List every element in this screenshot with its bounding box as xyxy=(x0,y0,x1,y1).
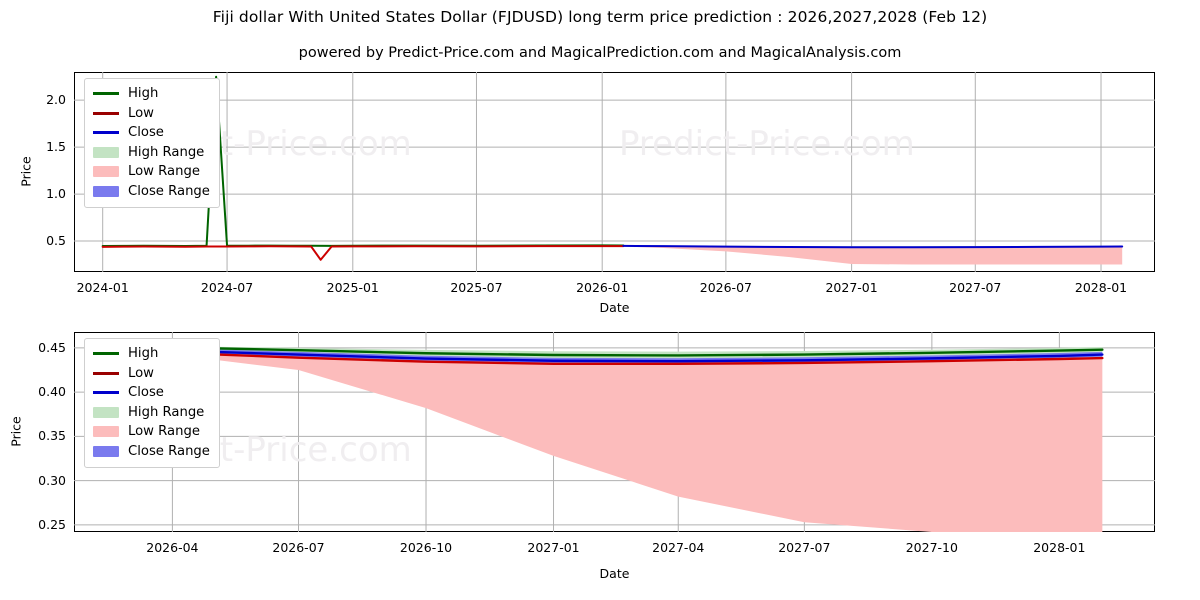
bottom-y-tick-label: 0.40 xyxy=(38,384,66,400)
top-x-tick-label: 2028-01 xyxy=(1074,280,1128,295)
bottom-plot-series xyxy=(89,346,1104,532)
bottom-x-tick-label: 2028-01 xyxy=(1033,540,1086,555)
bottom-x-tick-label: 2026-10 xyxy=(399,540,453,555)
top-price-panel: Predict-Price.com Predict-Price.com xyxy=(74,72,1155,272)
top-y-tick-label: 1.0 xyxy=(46,186,66,202)
bottom-x-tick-label: 2026-07 xyxy=(272,540,325,555)
bottom-legend: High Low Close High Range Low Range Close Ran… xyxy=(84,338,220,468)
top-band-low-range xyxy=(623,246,1123,265)
bottom-legend-label: Low xyxy=(128,365,154,381)
bottom-legend-swatch-icon xyxy=(93,371,119,375)
top-gridlines xyxy=(74,72,1155,272)
top-legend-label: High xyxy=(128,86,159,102)
bottom-legend-swatch-icon xyxy=(93,352,119,356)
bottom-legend-item-high-range: High Range xyxy=(93,403,210,423)
bottom-y-tick-label: 0.25 xyxy=(38,516,66,532)
top-legend-label: High Range xyxy=(128,144,205,160)
bottom-axes-frame xyxy=(74,332,1155,532)
bottom-x-tick-label: 2027-10 xyxy=(905,540,958,555)
bottom-line-high xyxy=(89,346,1104,357)
page-title: Fiji dollar With United States Dollar (F… xyxy=(212,8,988,26)
bottom-y-tick-label: 0.45 xyxy=(38,339,66,355)
bottom-forecast-panel: Predict-Price.com Predict-Price.com xyxy=(74,332,1155,532)
top-legend-label: Close Range xyxy=(128,183,210,199)
top-x-tick-label: 2026-01 xyxy=(576,280,629,295)
top-x-tick-label: 2027-07 xyxy=(949,280,1002,295)
top-x-tick-label: 2024-07 xyxy=(200,280,254,295)
bottom-x-tick-label: 2027-04 xyxy=(652,540,705,555)
top-legend-swatch-icon xyxy=(93,166,119,178)
top-legend-label: Low Range xyxy=(128,164,200,180)
bottom-legend-label: High Range xyxy=(128,404,205,420)
top-x-tick-label: 2024-01 xyxy=(76,280,129,295)
bottom-legend-item-close: Close xyxy=(93,383,210,403)
bottom-y-tick-label: 0.35 xyxy=(38,428,66,444)
bottom-y-tick-label: 0.30 xyxy=(38,472,66,488)
top-x-tick-label: 2026-07 xyxy=(699,280,752,295)
bottom-x-tick-label: 2027-07 xyxy=(778,540,831,555)
bottom-line-close xyxy=(89,348,1104,363)
bottom-legend-swatch-icon xyxy=(93,391,119,395)
top-legend-item-close: Close xyxy=(93,123,210,143)
bottom-x-tick-label: 2026-04 xyxy=(146,540,199,555)
bottom-legend-swatch-icon xyxy=(93,445,119,457)
bottom-legend-label: High xyxy=(128,346,159,362)
top-line-low xyxy=(101,245,625,261)
bottom-legend-swatch-icon xyxy=(93,406,119,418)
top-legend-swatch-icon xyxy=(93,111,119,115)
top-legend-swatch-icon xyxy=(93,185,119,197)
top-legend-item-high: High xyxy=(93,84,210,104)
top-legend-item-close-range: Close Range xyxy=(93,182,210,202)
page-subtitle: powered by Predict-Price.com and Magical… xyxy=(298,45,902,61)
top-legend-item-low: Low xyxy=(93,104,210,124)
bottom-line-low xyxy=(89,350,1104,366)
top-legend-label: Close xyxy=(128,125,164,141)
top-line-close xyxy=(622,244,1124,249)
bottom-legend-label: Close xyxy=(128,385,164,401)
top-x-axis-label: Date xyxy=(599,300,630,315)
top-y-tick-label: 0.5 xyxy=(46,233,66,248)
bottom-legend-swatch-icon xyxy=(93,426,119,438)
top-legend-swatch-icon xyxy=(93,146,119,158)
top-legend-swatch-icon xyxy=(93,131,119,135)
bottom-band-low-range xyxy=(90,350,1103,532)
top-legend: High Low Close High Range Low Range Close Ran… xyxy=(84,78,220,208)
top-legend-label: Low xyxy=(128,105,154,121)
bottom-legend-label: Close Range xyxy=(128,443,210,459)
bottom-legend-item-close-range: Close Range xyxy=(93,442,210,462)
top-legend-swatch-icon xyxy=(93,92,119,96)
top-legend-item-high-range: High Range xyxy=(93,143,210,163)
top-x-tick-label: 2025-01 xyxy=(326,280,379,295)
bottom-legend-item-low-range: Low Range xyxy=(93,422,210,442)
top-plot-series xyxy=(101,75,1124,265)
bottom-x-tick-label: 2027-01 xyxy=(527,540,580,555)
top-legend-item-low-range: Low Range xyxy=(93,162,210,182)
top-y-tick-label: 2.0 xyxy=(46,92,66,108)
bottom-x-axis-label: Date xyxy=(599,566,630,581)
top-x-tick-label: 2025-07 xyxy=(450,280,503,295)
bottom-legend-item-high: High xyxy=(93,344,210,364)
top-axes-frame xyxy=(74,72,1155,272)
top-x-tick-label: 2027-01 xyxy=(825,280,878,295)
bottom-legend-label: Low Range xyxy=(128,424,200,440)
top-y-tick-label: 1.5 xyxy=(46,139,66,155)
bottom-legend-item-low: Low xyxy=(93,364,210,384)
